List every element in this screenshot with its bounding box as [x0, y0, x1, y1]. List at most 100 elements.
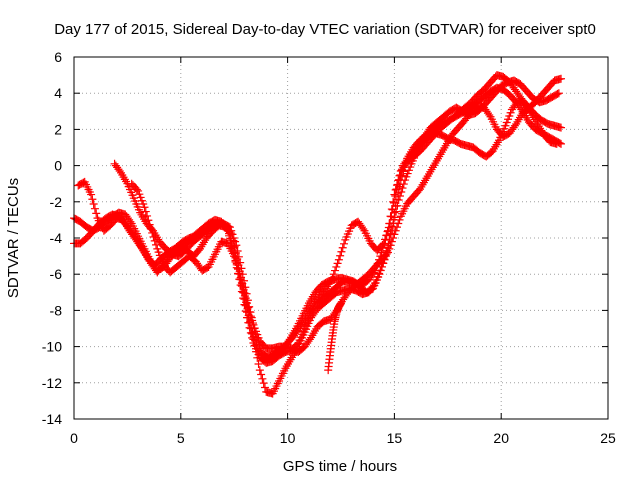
- data-point: [381, 235, 390, 244]
- data-point: [87, 190, 96, 199]
- data-series: [127, 74, 566, 357]
- data-point: [232, 260, 241, 269]
- y-axis-title: SDTVAR / TECUs: [5, 178, 22, 298]
- data-point: [554, 89, 563, 98]
- data-point: [236, 273, 245, 282]
- y-tick-label: 4: [54, 85, 62, 101]
- data-point: [240, 289, 249, 298]
- data-marks: [70, 71, 566, 398]
- data-point: [145, 220, 154, 229]
- data-point: [237, 264, 246, 273]
- data-point: [144, 216, 153, 225]
- data-point: [243, 299, 252, 308]
- data-point: [392, 185, 401, 194]
- data-point: [248, 316, 257, 325]
- data-point: [229, 234, 238, 242]
- data-point: [239, 283, 248, 292]
- data-point: [338, 243, 347, 252]
- data-series: [324, 299, 345, 375]
- data-series: [110, 96, 561, 364]
- data-point: [390, 190, 399, 199]
- y-tick-label: 0: [54, 158, 62, 174]
- data-point: [557, 123, 566, 132]
- data-point: [386, 241, 395, 250]
- data-point: [152, 240, 161, 249]
- data-point: [392, 207, 401, 216]
- data-point: [389, 198, 398, 207]
- data-point: [386, 219, 395, 228]
- data-point: [385, 244, 394, 253]
- data-point: [332, 262, 341, 271]
- x-tick-label: 20: [493, 430, 509, 446]
- x-tick-label: 25: [600, 430, 616, 446]
- data-point: [553, 89, 562, 98]
- data-point: [557, 74, 566, 83]
- data-point: [234, 265, 243, 274]
- data-point: [395, 215, 404, 224]
- x-tick-label: 15: [387, 430, 403, 446]
- data-point: [132, 185, 141, 194]
- data-point: [228, 230, 237, 239]
- data-point: [397, 166, 406, 175]
- data-point: [388, 224, 397, 233]
- data-point: [140, 203, 149, 212]
- y-tick-label: -12: [42, 375, 62, 391]
- data-point: [244, 303, 253, 312]
- data-point: [379, 239, 388, 248]
- data-point: [359, 224, 368, 233]
- data-point: [334, 255, 343, 264]
- data-point: [384, 223, 393, 232]
- data-point: [376, 266, 385, 275]
- data-point: [224, 222, 233, 231]
- data-point: [382, 249, 391, 258]
- data-point: [392, 223, 401, 232]
- data-point: [395, 175, 404, 184]
- data-point: [230, 252, 239, 261]
- data-point: [150, 236, 159, 245]
- data-point: [378, 262, 387, 271]
- data-point: [383, 227, 392, 236]
- data-point: [234, 252, 243, 261]
- data-point: [375, 270, 384, 279]
- data-point: [331, 266, 340, 275]
- data-point: [88, 195, 97, 204]
- data-series: [70, 83, 566, 398]
- data-point: [231, 256, 240, 265]
- data-point: [339, 239, 348, 248]
- data-point: [257, 370, 266, 379]
- data-point: [227, 226, 236, 235]
- data-point: [246, 312, 255, 321]
- data-point: [388, 205, 397, 214]
- data-point: [378, 240, 387, 249]
- x-axis-title: GPS time / hours: [283, 458, 397, 475]
- data-point: [143, 211, 152, 220]
- data-point: [141, 207, 150, 216]
- data-point: [394, 219, 403, 228]
- data-point: [387, 212, 396, 221]
- data-point: [387, 237, 396, 246]
- chart-title: Day 177 of 2015, Sidereal Day-to-day VTE…: [54, 21, 596, 38]
- data-point: [328, 273, 337, 282]
- data-point: [232, 241, 241, 250]
- data-point: [148, 228, 157, 237]
- y-tick-label: -10: [42, 339, 62, 355]
- data-point: [552, 139, 561, 148]
- y-tick-label: 6: [54, 49, 62, 65]
- x-tick-label: 5: [177, 430, 185, 446]
- data-point: [390, 213, 399, 222]
- axis-ticks: 0 5 10 15 20 25 -14 -12 -10 -8 -6 -4 -2 0 2 4 6: [42, 49, 616, 446]
- data-point: [329, 270, 338, 279]
- data-point: [259, 379, 268, 388]
- data-point: [391, 226, 400, 235]
- data-point: [382, 231, 391, 240]
- data-point: [337, 247, 346, 256]
- y-tick-label: -6: [50, 266, 63, 282]
- data-point: [394, 195, 403, 204]
- data-point: [90, 204, 99, 213]
- data-point: [396, 171, 405, 180]
- data-point: [89, 199, 98, 208]
- x-tick-label: 10: [280, 430, 296, 446]
- data-point: [393, 180, 402, 189]
- data-point: [391, 192, 400, 201]
